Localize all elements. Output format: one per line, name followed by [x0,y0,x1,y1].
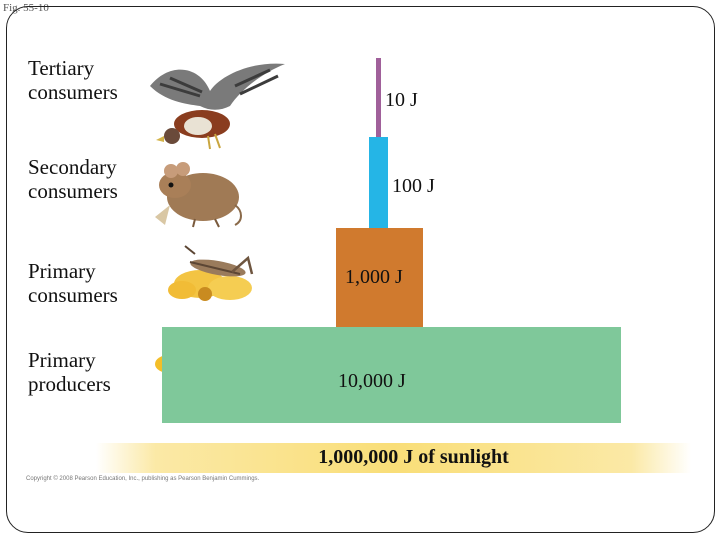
level-label-line: Tertiary [28,56,95,80]
bar-secondary-consumers [369,137,388,228]
energy-value-tertiary: 10 J [385,89,418,111]
bar-producers [162,327,621,423]
copyright-text: Copyright © 2008 Pearson Education, Inc.… [26,476,260,482]
sunlight-band: 1,000,000 J of sunlight [96,443,691,473]
level-label-line: producers [28,372,111,396]
bar-primary-consumers [336,228,423,327]
bar-tertiary-consumers [376,58,381,137]
level-label-primary-consumers: Primary consumers [28,259,118,307]
level-label-line: consumers [28,179,118,203]
mouse-icon [155,162,242,228]
level-label-line: Primary [28,259,96,283]
level-label-line: Primary [28,348,96,372]
energy-value-secondary: 100 J [392,175,435,197]
level-label-tertiary: Tertiary consumers [28,56,118,104]
hawk-icon [150,63,285,150]
level-label-secondary: Secondary consumers [28,155,118,203]
energy-value-producers: 10,000 J [338,370,406,392]
level-label-line: consumers [28,80,118,104]
energy-value-primary-consumers: 1,000 J [345,266,403,288]
sunlight-label: 1,000,000 J of sunlight [318,446,509,468]
grasshopper-icon [168,245,254,301]
level-label-producers: Primary producers [28,348,111,396]
level-label-line: Secondary [28,155,117,179]
slide-frame [6,6,715,533]
level-label-line: consumers [28,283,118,307]
